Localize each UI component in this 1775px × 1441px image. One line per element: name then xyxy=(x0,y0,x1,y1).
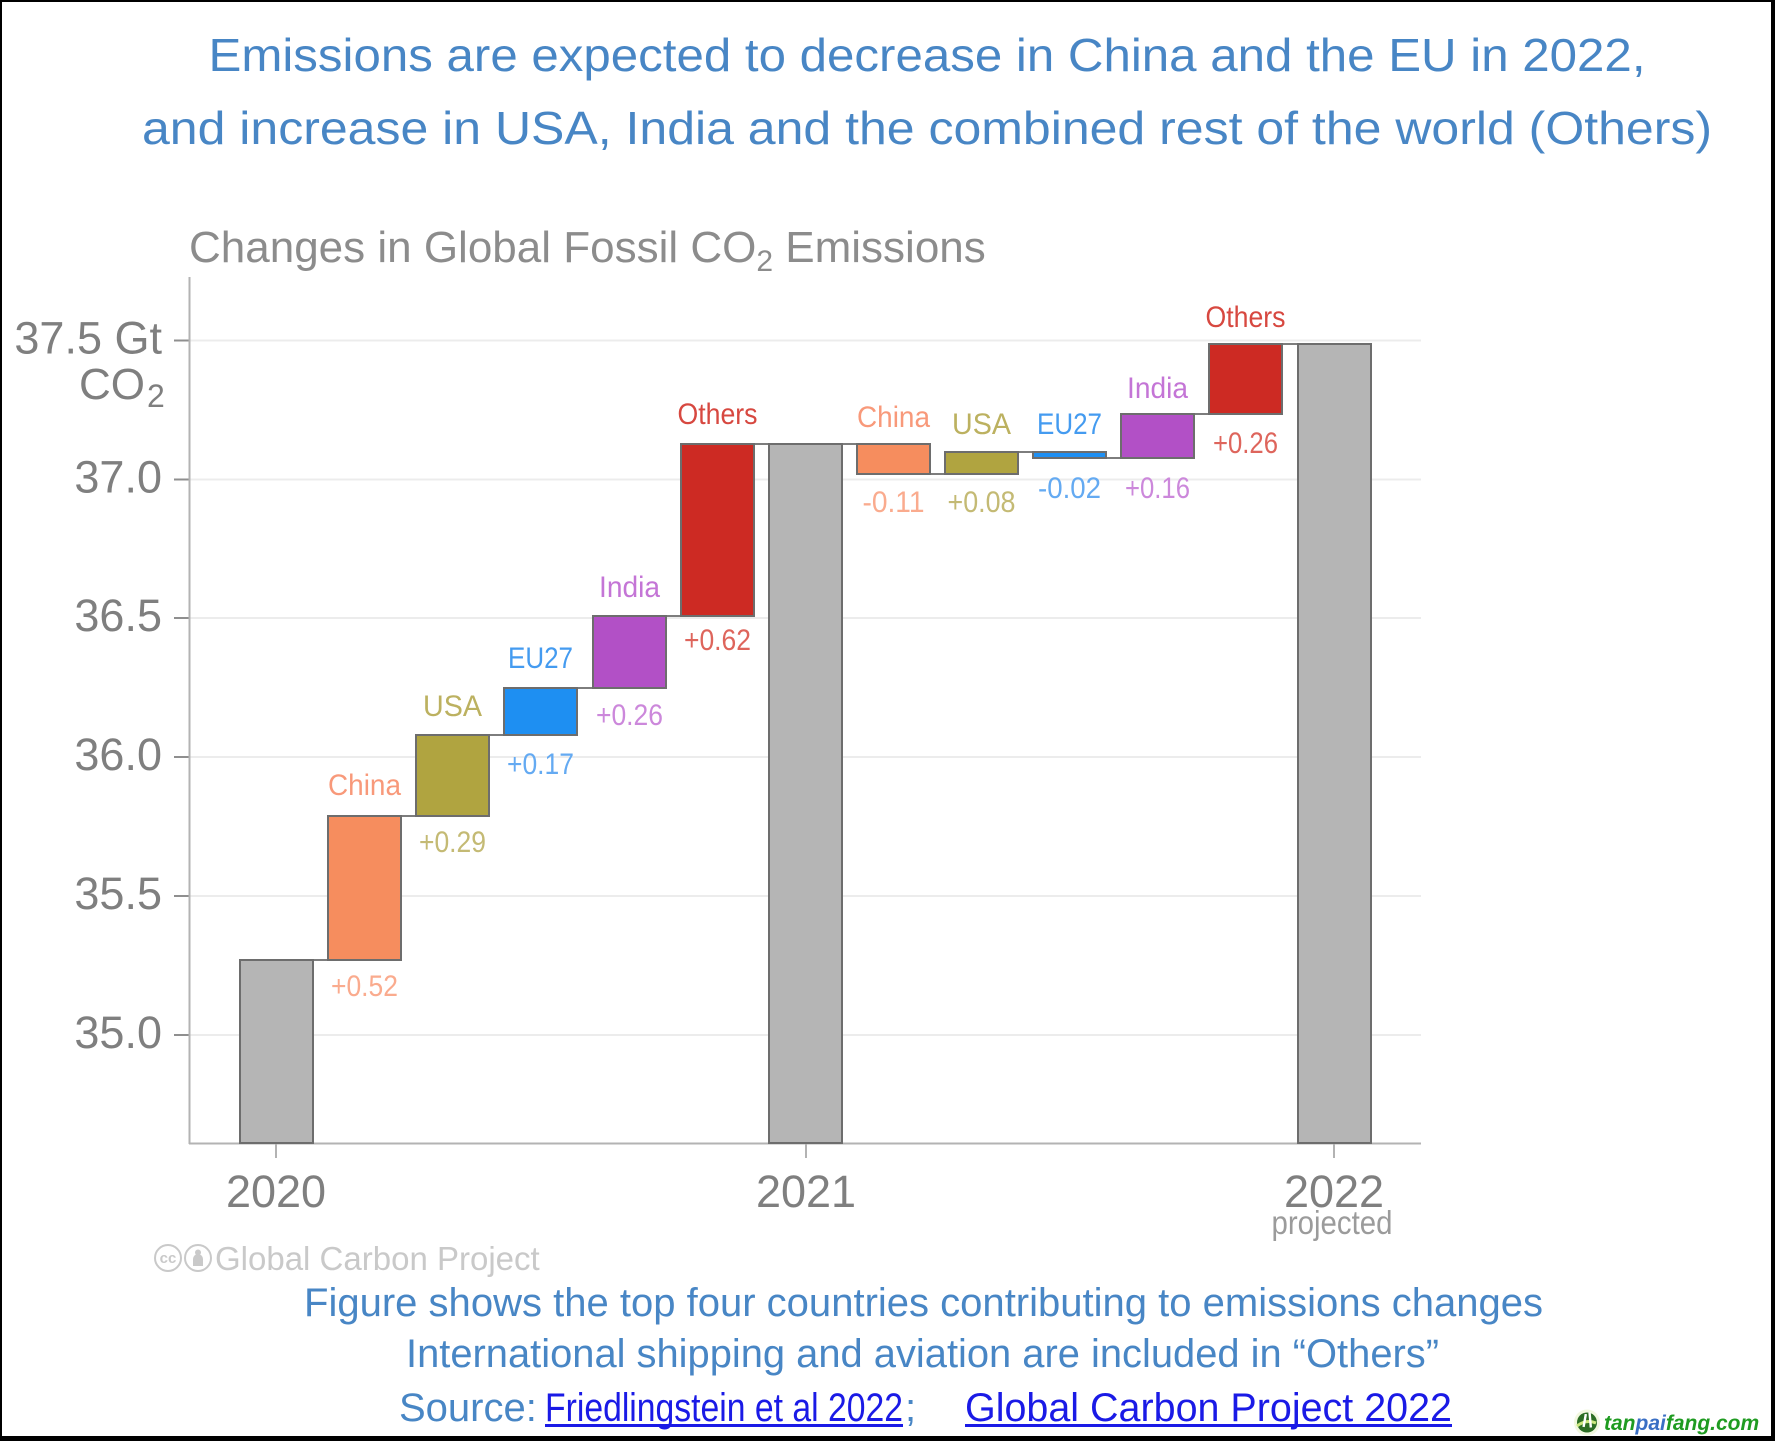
svg-text:2: 2 xyxy=(147,378,165,414)
svg-text:Friedlingstein et al 2022: Friedlingstein et al 2022 xyxy=(545,1386,903,1430)
svg-text:cc: cc xyxy=(160,1250,177,1267)
svg-text:Source:: Source: xyxy=(399,1386,537,1430)
svg-text:and increase in USA, India and: and increase in USA, India and the combi… xyxy=(142,102,1712,154)
svg-text:Others: Others xyxy=(1206,301,1286,334)
svg-text:India: India xyxy=(1127,372,1188,405)
svg-text:USA: USA xyxy=(952,408,1011,441)
svg-text:China: China xyxy=(857,401,930,434)
svg-text:+0.29: +0.29 xyxy=(419,826,486,859)
svg-text:2022: 2022 xyxy=(1284,1166,1384,1217)
svg-text:35.5: 35.5 xyxy=(74,868,162,919)
svg-text:+0.26: +0.26 xyxy=(596,699,663,732)
svg-text:CO: CO xyxy=(79,360,145,409)
svg-text:Emissions are expected to decr: Emissions are expected to decrease in Ch… xyxy=(209,29,1646,81)
svg-text:projected: projected xyxy=(1272,1204,1393,1241)
svg-text:tanpaifang.com: tanpaifang.com xyxy=(1604,1412,1759,1435)
svg-text:2020: 2020 xyxy=(226,1166,326,1217)
svg-text:37.0: 37.0 xyxy=(74,452,162,503)
svg-text:+0.17: +0.17 xyxy=(507,748,574,781)
svg-text:-0.02: -0.02 xyxy=(1038,472,1101,505)
svg-text:Global Carbon Project: Global Carbon Project xyxy=(215,1240,540,1277)
svg-text:+0.62: +0.62 xyxy=(684,624,751,657)
svg-text:Figure shows the top four coun: Figure shows the top four countries cont… xyxy=(304,1281,1543,1325)
svg-text:Changes in Global Fossil CO2 E: Changes in Global Fossil CO2 Emissions xyxy=(189,223,986,278)
svg-text:China: China xyxy=(328,769,401,802)
svg-text:-0.11: -0.11 xyxy=(863,486,925,519)
svg-text:+0.26: +0.26 xyxy=(1213,427,1278,460)
svg-text:+0.52: +0.52 xyxy=(331,970,398,1003)
svg-text:2021: 2021 xyxy=(756,1166,856,1217)
svg-text:EU27: EU27 xyxy=(1037,408,1102,441)
svg-text:36.5: 36.5 xyxy=(74,590,162,641)
svg-text:Others: Others xyxy=(678,398,758,431)
svg-text:India: India xyxy=(599,571,660,604)
svg-text:Global Carbon Project 2022: Global Carbon Project 2022 xyxy=(965,1386,1452,1430)
svg-text:35.0: 35.0 xyxy=(74,1007,162,1058)
svg-text:;: ; xyxy=(905,1386,916,1430)
svg-text:36.0: 36.0 xyxy=(74,729,162,780)
svg-text:+0.08: +0.08 xyxy=(948,486,1016,519)
svg-text:USA: USA xyxy=(423,690,482,723)
svg-text:37.5 Gt: 37.5 Gt xyxy=(14,313,162,364)
svg-text:EU27: EU27 xyxy=(508,642,573,675)
svg-text:+0.16: +0.16 xyxy=(1125,472,1190,505)
svg-text:International shipping and avi: International shipping and aviation are … xyxy=(406,1332,1439,1376)
